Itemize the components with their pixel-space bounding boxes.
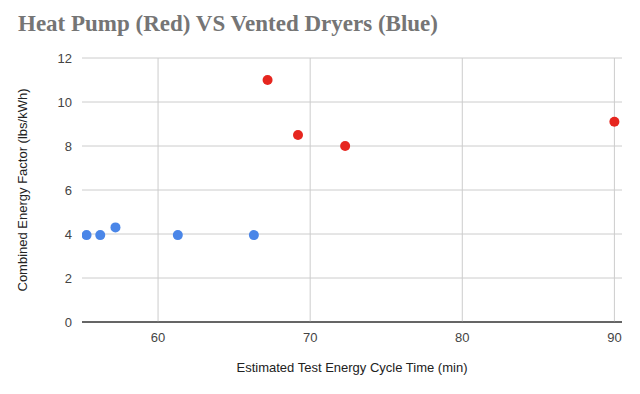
y-tick-label: 2 [65, 271, 72, 286]
point [249, 230, 259, 240]
x-axis-line [82, 322, 622, 323]
title: Heat Pump (Red) VS Vented Dryers (Blue) [18, 11, 438, 36]
y-grid-line [82, 234, 622, 235]
x-grid-line [614, 58, 615, 322]
chart: Heat Pump (Red) VS Vented Dryers (Blue) 0… [0, 0, 640, 394]
point [340, 141, 350, 151]
x-tick-label: 80 [455, 330, 469, 345]
plot-area [82, 75, 619, 240]
point [173, 230, 183, 240]
y-axis-label: Combined Energy Factor (lbs/kWh) [15, 88, 30, 291]
x-grid-line [158, 58, 159, 322]
x-axis-label: Estimated Test Energy Cycle Time (min) [237, 360, 468, 375]
y-tick-label: 10 [58, 95, 72, 110]
y-grid-line [82, 146, 622, 147]
x-grid-line [462, 58, 463, 322]
x-tick-label: 90 [607, 330, 621, 345]
point [82, 230, 92, 240]
y-tick-label: 12 [58, 51, 72, 66]
x-grid-line [310, 58, 311, 322]
x-tick-label: 60 [151, 330, 165, 345]
y-tick-label: 8 [65, 139, 72, 154]
y-tick-label: 6 [65, 183, 72, 198]
y-grid-line [82, 278, 622, 279]
point [110, 222, 120, 232]
y-tick-label: 0 [65, 315, 72, 330]
y-tick-label: 4 [65, 227, 72, 242]
y-grid-line [82, 58, 622, 59]
point [609, 117, 619, 127]
point [95, 230, 105, 240]
x-axis-line [82, 322, 622, 323]
x-tick-label: 70 [303, 330, 317, 345]
y-grid-line [82, 102, 622, 103]
point [263, 75, 273, 85]
y-grid-line [82, 190, 622, 191]
point [293, 130, 303, 140]
